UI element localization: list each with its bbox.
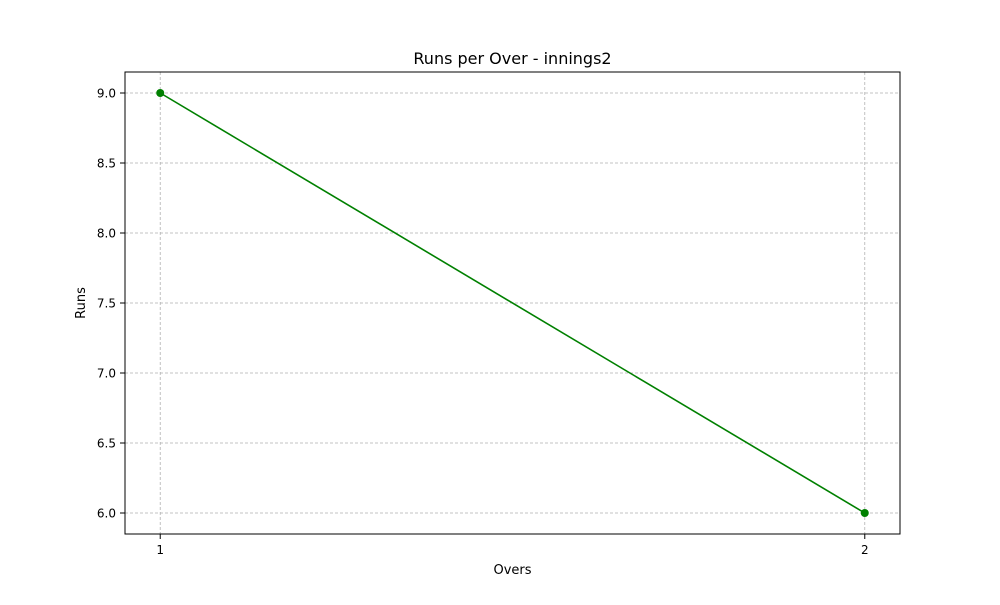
y-tick-label: 9.0 xyxy=(97,87,116,101)
x-tick-label: 1 xyxy=(156,543,164,557)
y-axis-label: Runs xyxy=(74,287,89,319)
data-point xyxy=(156,89,165,97)
y-tick-label: 6.0 xyxy=(97,507,116,521)
chart-title: Runs per Over - innings2 xyxy=(413,49,611,68)
x-tick-label: 2 xyxy=(861,543,869,557)
y-tick-label: 6.5 xyxy=(97,437,116,451)
y-tick-label: 8.0 xyxy=(97,227,116,241)
tick-layer: 1 2 6.0 6.5 7.0 7.5 8.0 8.5 9.0 xyxy=(97,87,869,558)
series-line xyxy=(159,92,866,514)
x-axis-label: Overs xyxy=(493,563,531,578)
series-layer xyxy=(156,89,869,517)
y-tick-label: 7.0 xyxy=(97,367,116,381)
y-tick-label: 8.5 xyxy=(97,157,116,171)
y-tick-label: 7.5 xyxy=(97,297,116,311)
data-point xyxy=(860,509,869,517)
